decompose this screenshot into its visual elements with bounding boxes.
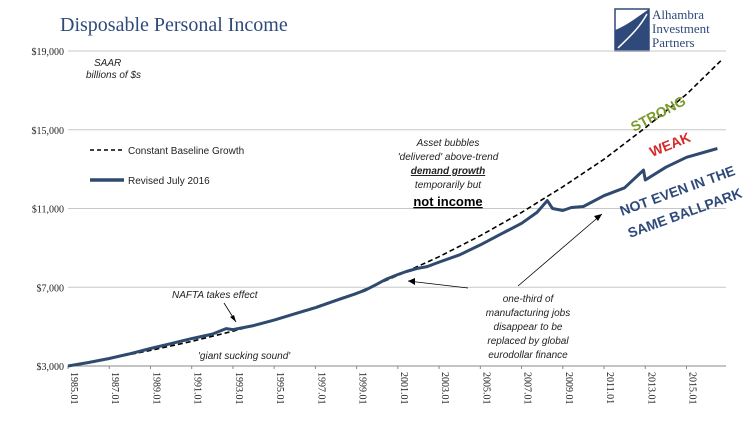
x-tick-label: 1995.01: [274, 372, 285, 405]
units-note-2: billions of $s: [86, 70, 141, 81]
x-tick-label: 2005.01: [480, 372, 491, 405]
x-tick-label: 2013.01: [645, 372, 656, 405]
asset-note-4: temporarily but: [415, 180, 482, 191]
x-tick-label: 2001.01: [398, 372, 409, 405]
manufacturing-note-5: eurodollar finance: [488, 350, 568, 361]
x-tick-label: 1991.01: [192, 372, 203, 405]
series-layer: [67, 60, 722, 368]
x-tick-label: 1997.01: [315, 372, 326, 405]
manufacturing-arrow-right-head: [594, 214, 602, 221]
asset-note-5: not income: [413, 194, 482, 209]
logo-line-2: Investment: [652, 21, 710, 36]
y-tick-label: $19,000: [32, 47, 65, 58]
x-tick-label: 1987.01: [109, 372, 120, 405]
manufacturing-note-4: replaced by global: [487, 336, 569, 347]
series-line-revised: [67, 147, 718, 368]
alhambra-logo-mark-icon: [614, 8, 650, 52]
asset-note-2: 'delivered' above-trend: [398, 152, 499, 163]
y-axis-ticks: $3,000 $7,000 $11,000 $15,000 $19,000: [32, 47, 65, 373]
logo-line-1: Alhambra: [652, 7, 704, 22]
x-tick-label: 2015.01: [686, 372, 697, 405]
legend-label-revised: Revised July 2016: [128, 176, 210, 187]
strong-label: STRONG: [628, 92, 688, 134]
asset-note-1: Asset bubbles: [416, 138, 480, 149]
chart-title: Disposable Personal Income: [60, 14, 288, 36]
units-note-1: SAAR: [94, 58, 121, 69]
x-tick-label: 1985.01: [68, 372, 79, 405]
annotation-asset-bubbles: Asset bubbles 'delivered' above-trend de…: [398, 138, 499, 209]
annotation-nafta: NAFTA takes effect 'giant sucking sound': [172, 290, 291, 362]
nafta-arrow-head: [230, 315, 236, 322]
series-line-baseline: [67, 60, 722, 367]
x-tick-label: 1989.01: [150, 372, 161, 405]
y-tick-label: $7,000: [37, 283, 65, 294]
gridlines: [68, 50, 726, 288]
y-tick-label: $3,000: [37, 362, 65, 373]
legend-label-baseline: Constant Baseline Growth: [128, 146, 244, 157]
y-tick-label: $15,000: [32, 126, 65, 137]
manufacturing-arrow-left-head: [408, 278, 415, 285]
x-tick-label: 2009.01: [563, 372, 574, 405]
logo: Alhambra Investment Partners: [612, 6, 752, 54]
manufacturing-note-3: disappear to be: [494, 322, 563, 333]
nafta-note: NAFTA takes effect: [172, 290, 259, 301]
x-tick-label: 2011.01: [604, 372, 615, 404]
manufacturing-note-2: manufacturing jobs: [486, 308, 571, 319]
asset-note-3: demand growth: [411, 166, 485, 177]
logo-line-3: Partners: [652, 35, 695, 50]
annotation-manufacturing: one-third of manufacturing jobs disappea…: [407, 213, 603, 361]
manufacturing-arrow-left-line: [407, 280, 469, 289]
manufacturing-note-1: one-third of: [503, 294, 555, 305]
y-tick-label: $11,000: [32, 205, 64, 216]
weak-label: WEAK: [647, 129, 693, 160]
x-tick-label: 1999.01: [357, 372, 368, 405]
x-axis-ticks: 1985.01 1987.01 1989.01 1991.01 1993.01 1995.…: [67, 366, 697, 405]
legend: Constant Baseline Growth Revised July 20…: [90, 146, 244, 187]
x-tick-label: 2007.01: [522, 372, 533, 405]
x-tick-label: 1993.01: [233, 372, 244, 405]
manufacturing-arrow-right-line: [517, 213, 603, 287]
giant-sucking-note: 'giant sucking sound': [198, 351, 291, 362]
x-tick-label: 2003.01: [439, 372, 450, 405]
